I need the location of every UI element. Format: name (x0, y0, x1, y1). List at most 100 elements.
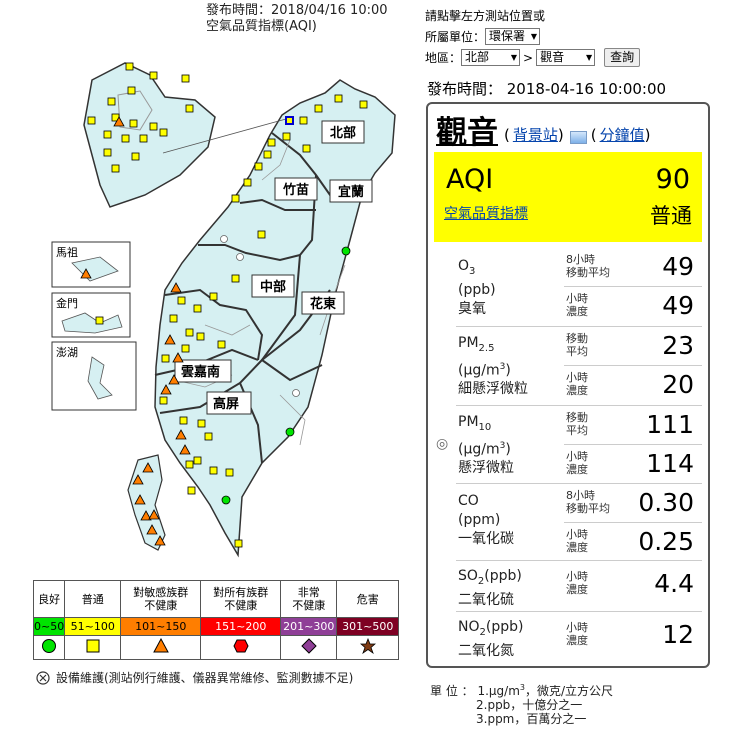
legend-diamond-icon (280, 635, 338, 660)
value-number: 12 (662, 620, 694, 649)
svg-text:馬祖: 馬祖 (56, 245, 78, 259)
station-triangle-icon (80, 116, 191, 546)
aqi-status: 普通 (650, 204, 692, 228)
value-key: 小時 濃度 (566, 621, 588, 647)
legend-hexagon-icon (200, 635, 282, 660)
value-row: 小時 濃度 114 (564, 445, 700, 483)
region-label: 雲嘉南 (181, 364, 220, 380)
pollutant-unit: (ppm) (458, 512, 501, 528)
maintenance-icon (220, 235, 300, 397)
station-select[interactable]: 觀音 (536, 49, 596, 66)
region-label: 北部 (330, 125, 356, 141)
value-row: 小時 濃度 12 (564, 616, 700, 654)
station-selector: 請點擊左方測站位置或 所屬單位： 環保署 地區： 北部 > 觀音 查詢 (425, 5, 641, 68)
value-number: 111 (646, 410, 694, 439)
region-label: 中部 (260, 279, 286, 295)
legend-label: 危害 (336, 580, 400, 618)
pollutant-unit: (ppb) (458, 281, 496, 298)
aqi-label: AQI (446, 164, 494, 195)
value-key: 小時 濃度 (566, 371, 588, 397)
maintenance-icon (36, 670, 50, 685)
chart-icon[interactable] (569, 131, 587, 144)
region-gaoping[interactable]: 高屏 (206, 391, 252, 415)
pollutant-name: 懸浮微粒 (458, 460, 514, 477)
minute-value-link[interactable]: 分鐘值 (599, 126, 645, 144)
background-station-link[interactable]: 背景站 (512, 126, 558, 144)
query-button[interactable]: 查詢 (604, 48, 641, 67)
map-publish-time: 發布時間：2018/04/16 10:00 (206, 3, 388, 18)
legend-triangle-icon (120, 635, 202, 660)
value-key: 移動 平均 (566, 411, 588, 437)
region-yunchianan[interactable]: 雲嘉南 (174, 359, 232, 383)
aqi-legend: 良好 普通 對敏感族群 不健康 對所有族群 不健康 非常 不健康 危害 0~50… (32, 580, 400, 660)
legend-range: 101~150 (120, 617, 202, 636)
units-title: 單 位 ： (430, 684, 474, 698)
value-row: 移動 平均 111 (564, 406, 700, 444)
region-north[interactable]: 北部 (321, 120, 365, 144)
pollutant-abbr: CO (458, 493, 479, 509)
station-header: 觀音 ( 背景站 ) ( 分鐘值 ) (436, 115, 651, 151)
region-label: 宜蘭 (338, 184, 364, 200)
map-header: 發布時間：2018/04/16 10:00 空氣品質指標(AQI) (206, 3, 388, 35)
pollutant-abbr: PM (458, 335, 479, 351)
pollutant-name: 二氧化氮 (458, 642, 514, 659)
region-huadong[interactable]: 花東 (301, 291, 345, 315)
value-number: 0.30 (638, 488, 694, 517)
selector-arrow: > (523, 50, 534, 65)
units-note: 單 位 ： 1.μg/m3，微克/立方公尺 2.ppb，十億分之一 3.ppm，… (430, 683, 614, 726)
pm10-mark-icon: ◎ (436, 436, 449, 452)
value-row: 小時 濃度 49 (564, 287, 700, 325)
value-row: 移動 平均 23 (564, 327, 700, 365)
value-key: 小時 濃度 (566, 570, 588, 596)
value-key: 移動 平均 (566, 332, 588, 358)
legend-range: 0~50 (32, 617, 66, 636)
inset-penghu[interactable]: 澎湖 (51, 341, 137, 411)
pollutant-name: 臭氧 (458, 300, 486, 317)
value-number: 0.25 (638, 527, 694, 556)
legend-star-icon (336, 635, 400, 660)
pollutant-name: 一氧化碳 (458, 531, 514, 547)
value-number: 4.4 (654, 569, 694, 598)
map-index-name: 空氣品質指標(AQI) (206, 19, 317, 34)
pollutant-unit: (μg/m3) (458, 361, 511, 379)
legend-square-icon (64, 635, 122, 660)
value-row: 小時 濃度 20 (564, 366, 700, 404)
agency-select[interactable]: 環保署 (485, 28, 541, 45)
value-row: 8小時 移動平均 49 (564, 248, 700, 286)
region-label: 竹苗 (282, 182, 309, 198)
region-select[interactable]: 北部 (461, 49, 521, 66)
legend-label: 對敏感族群 不健康 (120, 580, 202, 618)
legend-circle-icon (32, 635, 66, 660)
aqi-box: AQI 90 空氣品質指標 普通 (434, 152, 702, 242)
value-key: 8小時 移動平均 (566, 253, 610, 279)
value-key: 小時 濃度 (566, 450, 588, 476)
svg-text:澎湖: 澎湖 (56, 346, 78, 359)
legend-range: 51~100 (64, 617, 122, 636)
region-yilan[interactable]: 宜蘭 (329, 179, 373, 203)
legend-range: 201~300 (280, 617, 338, 636)
value-number: 49 (662, 252, 694, 281)
pollutant-name: 二氧化硫 (458, 591, 514, 608)
aqi-sublabel-link[interactable]: 空氣品質指標 (444, 206, 528, 222)
value-number: 49 (662, 291, 694, 320)
value-row: 小時 濃度 0.25 (564, 523, 700, 561)
legend-range: 151~200 (200, 617, 282, 636)
value-row: 小時 濃度 4.4 (564, 565, 700, 603)
legend-label: 普通 (64, 580, 122, 618)
station-markers[interactable] (80, 62, 368, 548)
maintenance-note: 設備維護(測站例行維護、儀器異常維修、監測數據不足) (35, 669, 353, 686)
region-central[interactable]: 中部 (251, 274, 295, 298)
value-key: 小時 濃度 (566, 528, 588, 554)
station-name: 觀音 (436, 115, 498, 151)
taiwan-map[interactable]: 馬祖 金門 澎湖 北部 竹苗 宜蘭 中部 花東 雲嘉南 高屏 (0, 35, 420, 575)
region-zhumiao[interactable]: 竹苗 (274, 177, 318, 201)
legend-label: 對所有族群 不健康 (200, 580, 282, 618)
inset-kinmen[interactable]: 金門 (51, 292, 131, 338)
maintenance-note-text: 設備維護(測站例行維護、儀器異常維修、監測數據不足) (56, 671, 354, 685)
inset-matsu[interactable]: 馬祖 (51, 241, 131, 288)
pollutant-abbr: NO (458, 619, 480, 635)
region-label: 地區： (425, 51, 462, 65)
station-panel: 觀音 ( 背景站 ) ( 分鐘值 ) AQI 90 空氣品質指標 普通 O3 (… (426, 102, 710, 668)
selector-prompt: 請點擊左方測站位置或 (425, 9, 546, 23)
pollutant-abbr: PM (458, 414, 479, 430)
